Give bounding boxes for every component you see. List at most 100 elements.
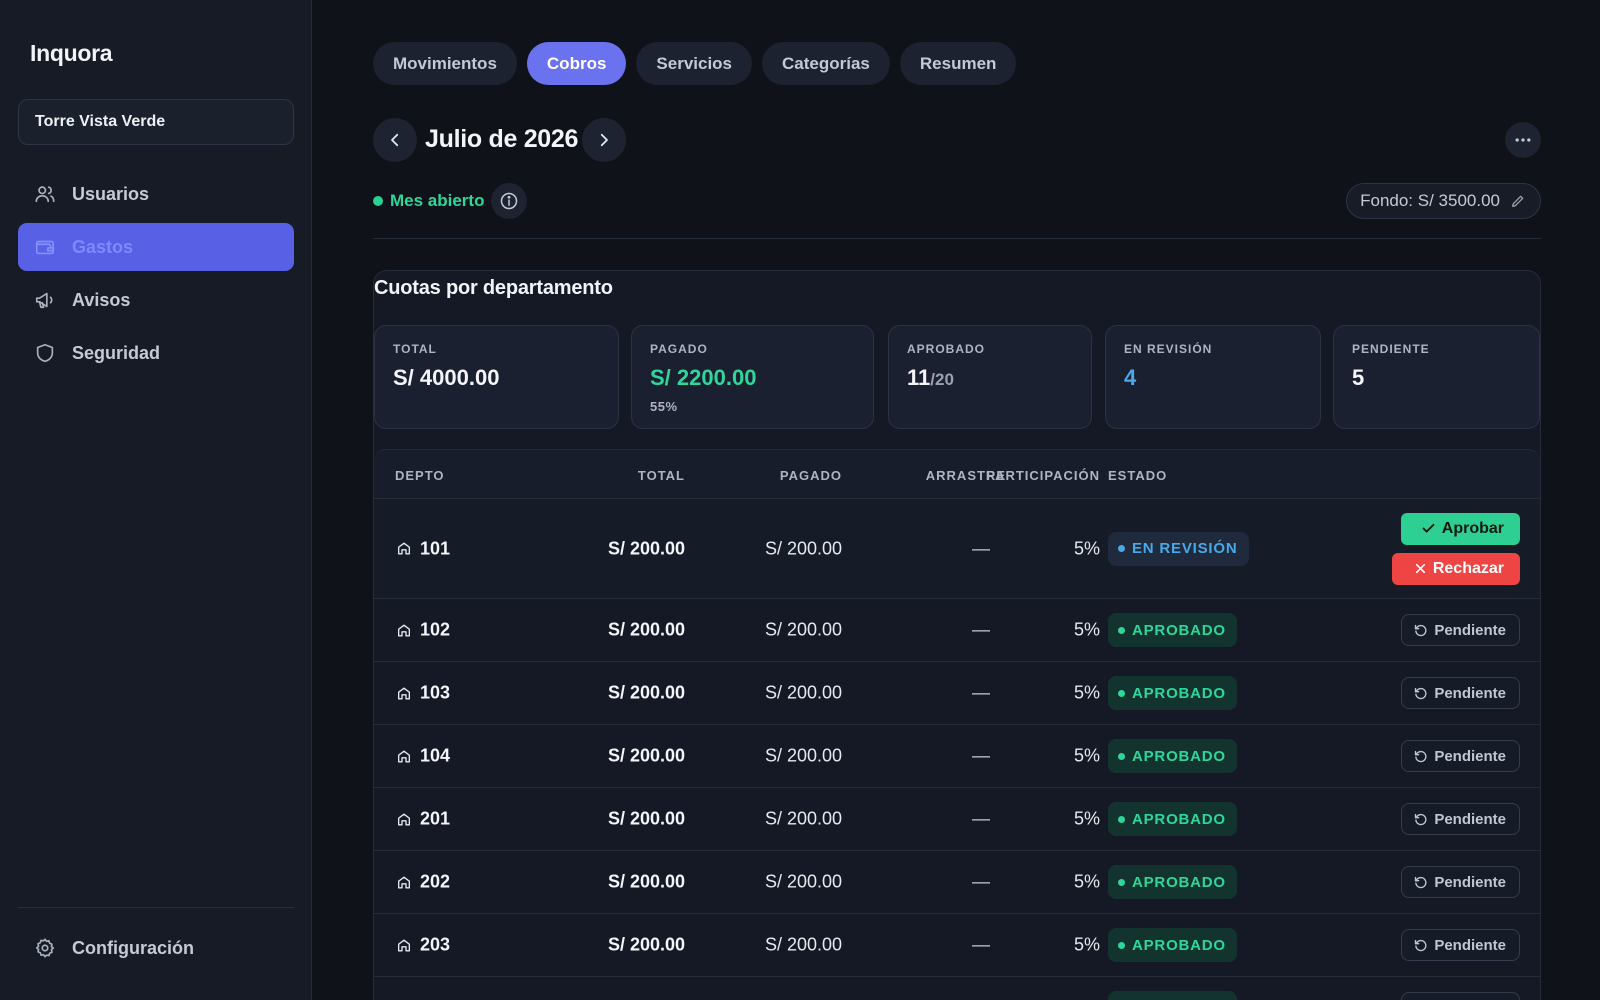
depto-number: 103 — [420, 682, 451, 703]
status-badge: APROBADO — [1108, 928, 1237, 962]
prev-month-button[interactable] — [373, 118, 417, 162]
status-label: APROBADO — [1132, 621, 1226, 639]
revert-label: Pendiente — [1434, 747, 1506, 765]
status-badge: APROBADO — [1108, 865, 1237, 899]
actions-cell: Pendiente — [1401, 929, 1520, 961]
revert-label: Pendiente — [1434, 810, 1506, 828]
participacion-cell: 5% — [1073, 745, 1100, 766]
col-total: TOTAL — [637, 468, 685, 483]
sidebar-item-label: Usuarios — [72, 183, 150, 204]
fondo-edit-button[interactable]: Fondo: S/ 3500.00 — [1346, 183, 1541, 219]
status-badge: APROBADO — [1108, 739, 1237, 773]
sidebar-item-seguridad[interactable]: Seguridad — [18, 329, 294, 377]
status-dot — [1118, 545, 1125, 552]
revert-pending-button[interactable]: Pendiente — [1401, 992, 1520, 1000]
chevron-right-icon — [600, 133, 608, 147]
participacion-cell: 5% — [1073, 538, 1100, 558]
revert-pending-button[interactable]: Pendiente — [1401, 740, 1520, 772]
status-label: APROBADO — [1132, 747, 1226, 765]
participacion-cell: 5% — [1073, 934, 1100, 955]
depto-number: 102 — [420, 619, 451, 640]
more-options-button[interactable] — [1505, 122, 1541, 158]
depto-cell: 203 — [396, 935, 450, 956]
actions-cell: Pendiente — [1401, 677, 1520, 709]
revert-pending-button[interactable]: Pendiente — [1401, 803, 1520, 835]
depto-number: 201 — [420, 808, 451, 829]
status-label: APROBADO — [1132, 873, 1226, 891]
sidebar-divider — [18, 907, 294, 908]
status-dot — [1118, 626, 1125, 634]
home-icon — [398, 939, 410, 951]
undo-icon — [1415, 624, 1427, 636]
total-cell: S/ 200.00 — [607, 871, 685, 892]
status-dot — [1118, 941, 1125, 949]
status-dot — [373, 196, 383, 206]
table-header: DEPTO TOTAL PAGADO ARRASTRE PARTICIPACIÓ… — [374, 449, 1540, 499]
actions-cell: Pendiente — [1401, 614, 1520, 646]
total-cell: S/ 200.00 — [607, 538, 685, 558]
approve-button[interactable]: Aprobar — [1400, 512, 1520, 545]
stat-pagado: PAGADO S/ 2200.00 55% — [631, 325, 874, 429]
users-icon — [34, 183, 56, 205]
period-status: Mes abierto — [390, 191, 485, 210]
period-navigator: Julio de 2026 — [373, 118, 1541, 164]
sidebar: Inquora Torre Vista Verde Usuarios Gasto… — [0, 0, 312, 1000]
stat-label: APROBADO — [907, 342, 986, 356]
tab-servicios[interactable]: Servicios — [636, 42, 753, 85]
total-cell: S/ 200.00 — [607, 934, 685, 955]
revert-pending-button[interactable]: Pendiente — [1401, 929, 1520, 961]
tab-movimientos[interactable]: Movimientos — [373, 42, 517, 85]
pagado-cell: S/ 200.00 — [764, 808, 842, 829]
tab-resumen[interactable]: Resumen — [899, 42, 1017, 85]
stat-label: PENDIENTE — [1352, 342, 1430, 356]
sidebar-item-usuarios[interactable]: Usuarios — [18, 170, 294, 218]
sidebar-item-gastos[interactable]: Gastos — [18, 223, 294, 271]
revert-label: Pendiente — [1434, 621, 1506, 639]
arrastre-cell: — — [972, 808, 990, 829]
more-horizontal-icon — [1515, 138, 1531, 142]
arrastre-cell: — — [972, 871, 990, 892]
stat-aprobado: APROBADO 11/20 — [888, 325, 1092, 429]
status-label: APROBADO — [1132, 810, 1226, 828]
col-estado: ESTADO — [1108, 468, 1168, 483]
sidebar-item-configuracion[interactable]: Configuración — [18, 924, 294, 972]
revert-pending-button[interactable]: Pendiente — [1401, 866, 1520, 898]
wallet-icon — [34, 236, 56, 258]
section-title: Cuotas por departamento — [374, 277, 613, 299]
depto-cell: 103 — [396, 683, 450, 704]
status-label: APROBADO — [1132, 684, 1226, 702]
next-month-button[interactable] — [582, 118, 626, 162]
revert-pending-button[interactable]: Pendiente — [1401, 677, 1520, 709]
participacion-cell: 5% — [1073, 619, 1100, 640]
reject-button[interactable]: Rechazar — [1391, 552, 1520, 585]
main-content: Movimientos Cobros Servicios Categorías … — [373, 0, 1541, 1000]
col-arrastre: ARRASTRE — [925, 468, 1006, 483]
depto-number: 202 — [420, 871, 451, 892]
actions-cell: Pendiente — [1401, 866, 1520, 898]
home-icon — [398, 750, 410, 762]
stat-value: 4 — [1124, 365, 1137, 390]
pencil-icon — [1512, 195, 1524, 207]
status-label: APROBADO — [1132, 936, 1226, 954]
status-label: EN REVISIÓN — [1132, 540, 1238, 557]
estado-cell: APROBADO — [1108, 802, 1237, 836]
depto-cell: 101 — [396, 538, 450, 559]
arrastre-cell: — — [972, 538, 990, 558]
info-button[interactable] — [491, 183, 527, 219]
status-badge: EN REVISIÓN — [1108, 531, 1249, 566]
revert-pending-button[interactable]: Pendiente — [1401, 614, 1520, 646]
home-icon — [398, 876, 410, 888]
app-brand: Inquora — [30, 40, 113, 66]
tab-cobros[interactable]: Cobros — [526, 42, 627, 85]
stat-value: 5 — [1352, 365, 1365, 390]
sidebar-item-avisos[interactable]: Avisos — [18, 276, 294, 324]
table-body: 102 S/ 200.00 S/ 200.00 — 5% APROBADO Pendient… — [374, 599, 1540, 1000]
building-selector[interactable]: Torre Vista Verde — [18, 99, 294, 145]
arrastre-cell: — — [972, 619, 990, 640]
tab-categorias[interactable]: Categorías — [762, 42, 890, 85]
sidebar-item-label: Avisos — [72, 289, 131, 310]
home-icon — [398, 813, 410, 825]
actions-cell: Pendiente — [1401, 803, 1520, 835]
cuotas-table: DEPTO TOTAL PAGADO ARRASTRE PARTICIPACIÓ… — [374, 449, 1540, 1000]
estado-cell: APROBADO — [1108, 739, 1237, 773]
